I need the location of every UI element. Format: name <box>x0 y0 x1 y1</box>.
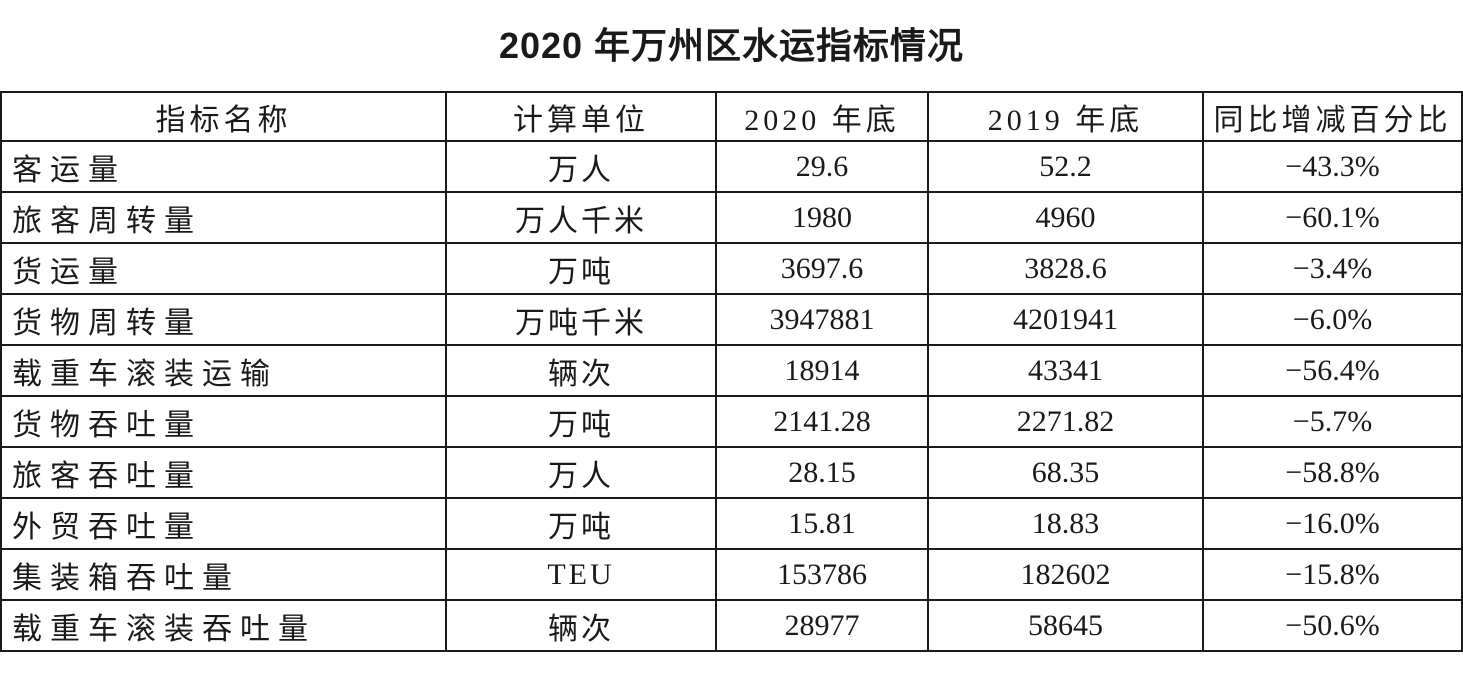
cell-value-2019: 18.83 <box>927 497 1204 550</box>
cell-unit: TEU <box>445 548 717 601</box>
cell-value-2020: 18914 <box>715 344 929 397</box>
cell-yoy-percent: −16.0% <box>1202 497 1463 550</box>
cell-value-2020: 29.6 <box>715 140 929 193</box>
cell-value-2019: 4201941 <box>927 293 1204 346</box>
cell-indicator-name: 客运量 <box>0 140 447 193</box>
cell-value-2019: 4960 <box>927 191 1204 244</box>
cell-yoy-percent: −56.4% <box>1202 344 1463 397</box>
column-header-end-2019: 2019 年底 <box>927 91 1204 142</box>
cell-value-2020: 1980 <box>715 191 929 244</box>
table-row: 旅客周转量 万人千米 1980 4960 −60.1% <box>0 191 1463 244</box>
cell-value-2020: 3697.6 <box>715 242 929 295</box>
cell-value-2020: 15.81 <box>715 497 929 550</box>
cell-value-2019: 182602 <box>927 548 1204 601</box>
cell-indicator-name: 货运量 <box>0 242 447 295</box>
table-row: 客运量 万人 29.6 52.2 −43.3% <box>0 140 1463 193</box>
table-row: 外贸吞吐量 万吨 15.81 18.83 −16.0% <box>0 497 1463 550</box>
cell-unit: 万人 <box>445 140 717 193</box>
cell-yoy-percent: −60.1% <box>1202 191 1463 244</box>
water-transport-indicators-table: 指标名称 计算单位 2020 年底 2019 年底 同比增减百分比 客运量 万人… <box>0 91 1463 652</box>
cell-indicator-name: 载重车滚装运输 <box>0 344 447 397</box>
cell-value-2020: 28.15 <box>715 446 929 499</box>
table-row: 集装箱吞吐量 TEU 153786 182602 −15.8% <box>0 548 1463 601</box>
cell-yoy-percent: −6.0% <box>1202 293 1463 346</box>
table-row: 货物周转量 万吨千米 3947881 4201941 −6.0% <box>0 293 1463 346</box>
cell-unit: 万人千米 <box>445 191 717 244</box>
cell-yoy-percent: −5.7% <box>1202 395 1463 448</box>
cell-unit: 辆次 <box>445 599 717 652</box>
cell-value-2019: 52.2 <box>927 140 1204 193</box>
cell-yoy-percent: −3.4% <box>1202 242 1463 295</box>
cell-indicator-name: 货物吞吐量 <box>0 395 447 448</box>
cell-indicator-name: 旅客吞吐量 <box>0 446 447 499</box>
cell-value-2020: 2141.28 <box>715 395 929 448</box>
table-row: 货物吞吐量 万吨 2141.28 2271.82 −5.7% <box>0 395 1463 448</box>
cell-yoy-percent: −58.8% <box>1202 446 1463 499</box>
cell-value-2019: 2271.82 <box>927 395 1204 448</box>
cell-unit: 万吨 <box>445 242 717 295</box>
column-header-yoy-percent: 同比增减百分比 <box>1202 91 1463 142</box>
cell-value-2019: 68.35 <box>927 446 1204 499</box>
cell-unit: 万人 <box>445 446 717 499</box>
table-header-row: 指标名称 计算单位 2020 年底 2019 年底 同比增减百分比 <box>0 91 1463 142</box>
cell-unit: 辆次 <box>445 344 717 397</box>
cell-indicator-name: 货物周转量 <box>0 293 447 346</box>
column-header-unit: 计算单位 <box>445 91 717 142</box>
cell-yoy-percent: −43.3% <box>1202 140 1463 193</box>
cell-unit: 万吨 <box>445 395 717 448</box>
cell-indicator-name: 旅客周转量 <box>0 191 447 244</box>
cell-value-2020: 153786 <box>715 548 929 601</box>
cell-value-2019: 3828.6 <box>927 242 1204 295</box>
cell-value-2020: 28977 <box>715 599 929 652</box>
cell-yoy-percent: −50.6% <box>1202 599 1463 652</box>
cell-unit: 万吨千米 <box>445 293 717 346</box>
cell-yoy-percent: −15.8% <box>1202 548 1463 601</box>
cell-value-2019: 43341 <box>927 344 1204 397</box>
page-title: 2020 年万州区水运指标情况 <box>498 25 965 66</box>
column-header-indicator-name: 指标名称 <box>0 91 447 142</box>
table-row: 载重车滚装吞吐量 辆次 28977 58645 −50.6% <box>0 599 1463 652</box>
cell-value-2020: 3947881 <box>715 293 929 346</box>
cell-unit: 万吨 <box>445 497 717 550</box>
cell-indicator-name: 外贸吞吐量 <box>0 497 447 550</box>
column-header-end-2020: 2020 年底 <box>715 91 929 142</box>
cell-value-2019: 58645 <box>927 599 1204 652</box>
cell-indicator-name: 集装箱吞吐量 <box>0 548 447 601</box>
table-row: 旅客吞吐量 万人 28.15 68.35 −58.8% <box>0 446 1463 499</box>
table-row: 货运量 万吨 3697.6 3828.6 −3.4% <box>0 242 1463 295</box>
table-row: 载重车滚装运输 辆次 18914 43341 −56.4% <box>0 344 1463 397</box>
cell-indicator-name: 载重车滚装吞吐量 <box>0 599 447 652</box>
